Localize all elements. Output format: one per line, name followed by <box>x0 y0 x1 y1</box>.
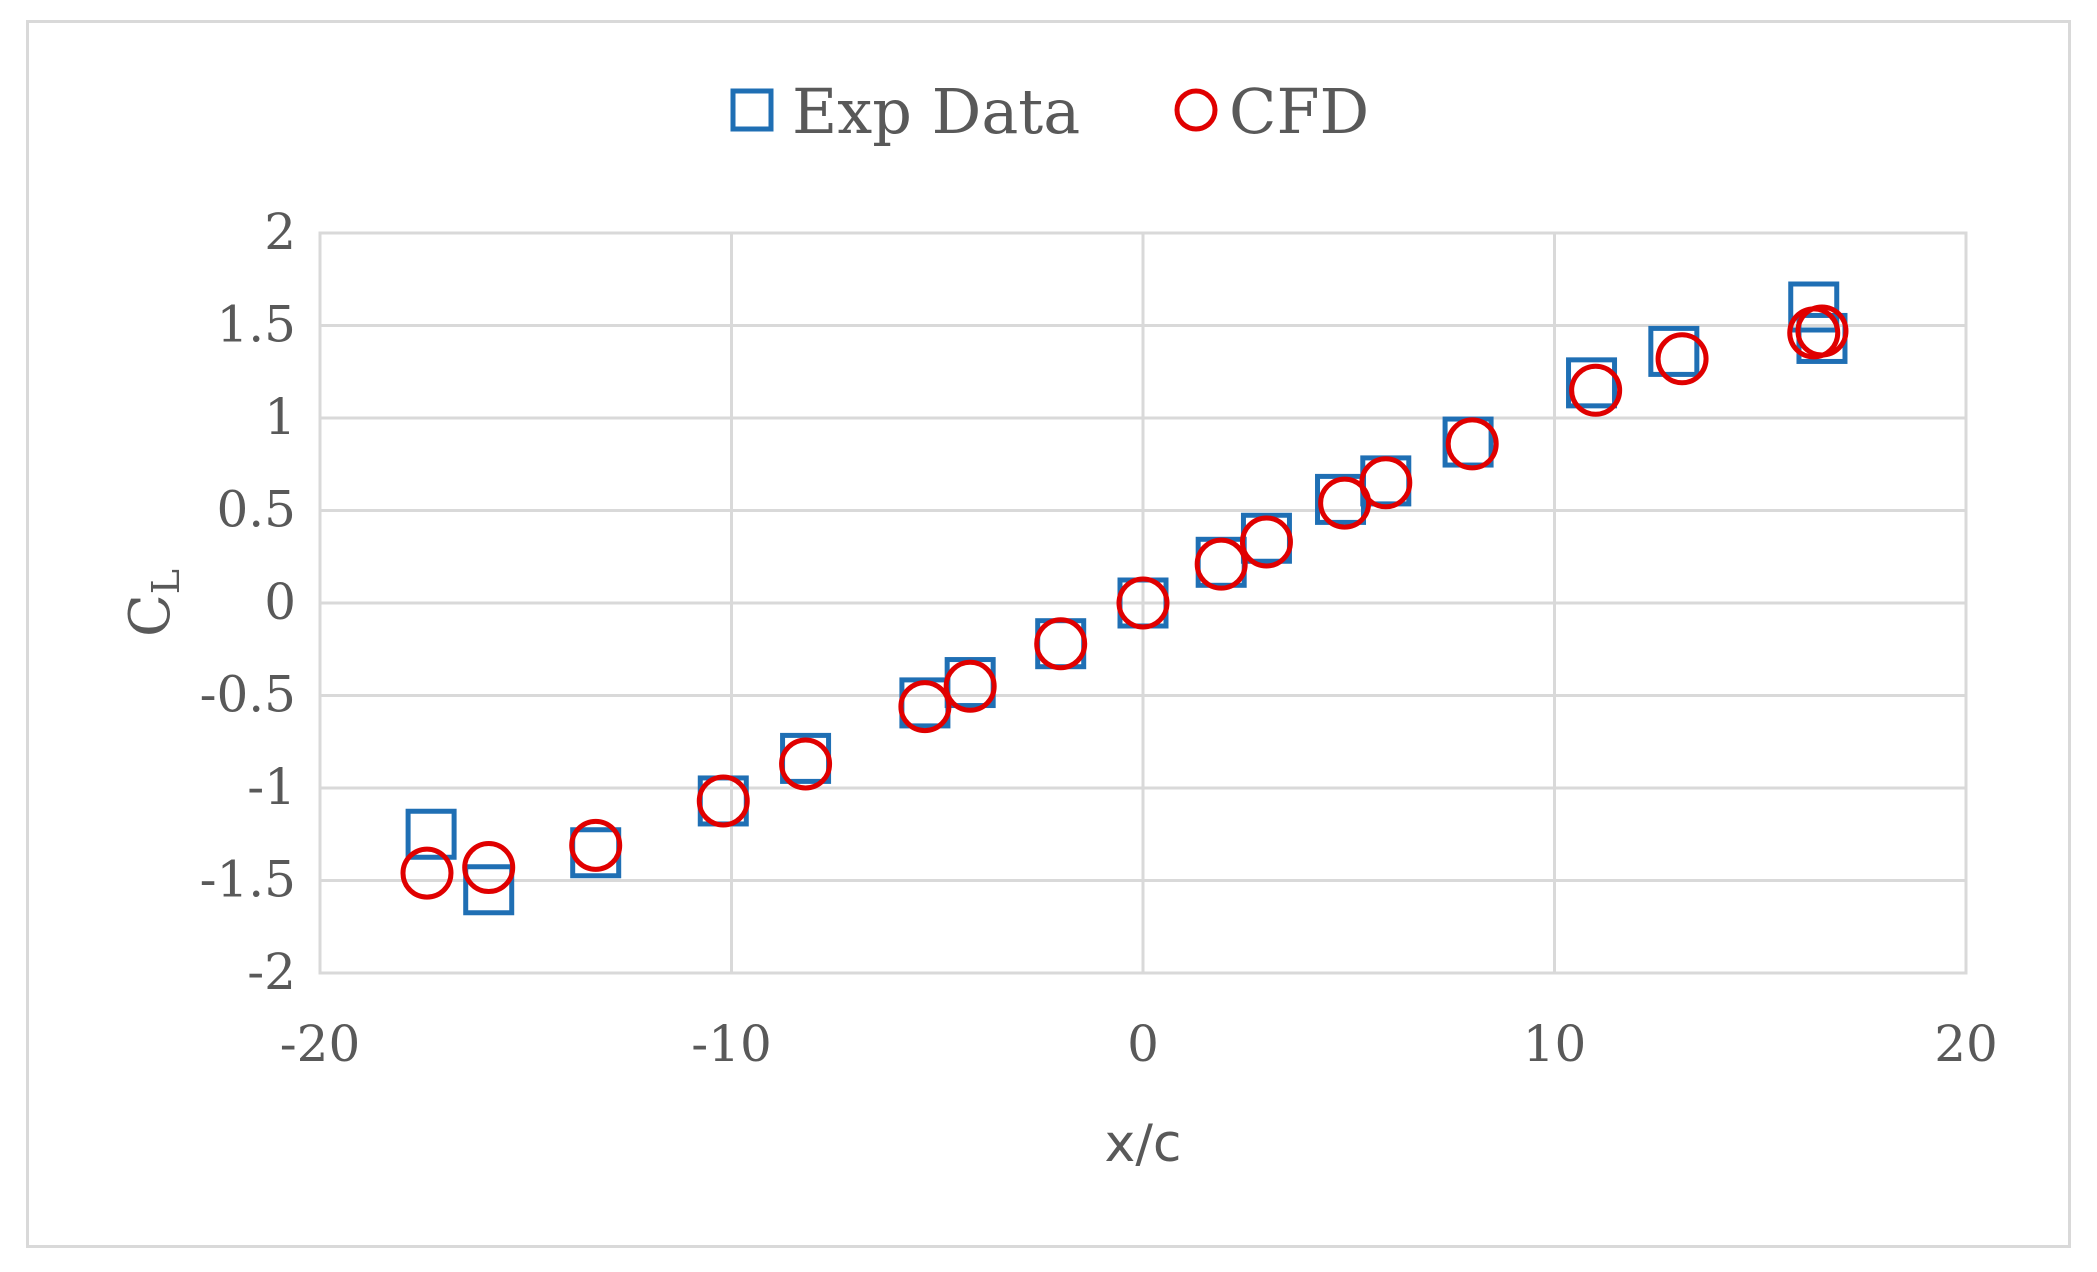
cfd-point <box>1795 304 1849 358</box>
cfd-point <box>1239 515 1293 569</box>
chart-frame: -20 -10 0 10 20 2 1.5 1 0.5 0 -0.5 -1 -1.5 -2 x/c CL… <box>26 20 2071 1248</box>
cfd-point <box>696 774 750 828</box>
legend-label-cfd: CFD <box>1229 75 1369 148</box>
series-exp-data <box>405 281 1848 916</box>
svg-text:CL: CL <box>118 569 188 637</box>
exp-data-point <box>405 808 457 860</box>
cfd-point <box>569 818 623 872</box>
cfd-point <box>1194 537 1248 591</box>
cfd-point <box>898 680 952 734</box>
cfd-point <box>1359 456 1413 510</box>
y-axis-title: CL <box>118 569 188 637</box>
y-axis-title-subscript: L <box>144 569 188 594</box>
y-tick-label: -1 <box>247 758 296 816</box>
y-tick-label: 0 <box>264 573 296 631</box>
y-tick-labels: 2 1.5 1 0.5 0 -0.5 -1 -1.5 -2 <box>200 203 296 1001</box>
x-tick-label: -20 <box>280 1015 361 1073</box>
cfd-point <box>943 659 997 713</box>
y-axis-title-main: C <box>118 594 183 637</box>
exp-data-point <box>1788 281 1840 333</box>
exp-data-point <box>1648 325 1700 377</box>
y-tick-label: -0.5 <box>200 666 296 724</box>
cfd-point <box>1116 576 1170 630</box>
legend: Exp Data CFD <box>730 75 1369 148</box>
y-tick-label: 0.5 <box>216 481 296 539</box>
cfd-point <box>1569 363 1623 417</box>
y-tick-label: -2 <box>247 943 296 1001</box>
plot-area-border <box>318 231 1968 975</box>
chart-svg: -20 -10 0 10 20 2 1.5 1 0.5 0 -0.5 -1 -1.5 -2 x/c CL… <box>118 75 1998 1174</box>
x-tick-labels: -20 -10 0 10 20 <box>280 1015 1998 1073</box>
legend-label-exp-data: Exp Data <box>792 75 1080 148</box>
x-axis-title: x/c <box>1105 1114 1182 1174</box>
y-tick-label: 1 <box>264 388 296 446</box>
x-tick-label: 20 <box>1934 1015 1998 1073</box>
y-tick-label: -1.5 <box>200 851 296 909</box>
cfd-point <box>779 737 833 791</box>
cfd-point <box>1655 332 1709 386</box>
y-tick-label: 2 <box>264 203 296 261</box>
y-tick-label: 1.5 <box>216 296 296 354</box>
cfd-point <box>462 841 516 895</box>
cfd-point <box>1318 476 1372 530</box>
x-tick-label: -10 <box>691 1015 772 1073</box>
x-tick-label: 10 <box>1523 1015 1587 1073</box>
data-marks <box>400 281 1849 916</box>
exp-data-point <box>463 864 515 916</box>
cfd-point <box>1034 617 1088 671</box>
cfd-point <box>400 846 454 900</box>
legend-marker-cfd <box>1174 88 1218 132</box>
x-tick-label: 0 <box>1127 1015 1159 1073</box>
exp-data-point <box>1566 357 1618 409</box>
cfd-point <box>1445 417 1499 471</box>
legend-marker-exp-data <box>730 88 774 132</box>
series-cfd <box>400 304 1849 900</box>
grid-lines <box>318 231 1968 975</box>
